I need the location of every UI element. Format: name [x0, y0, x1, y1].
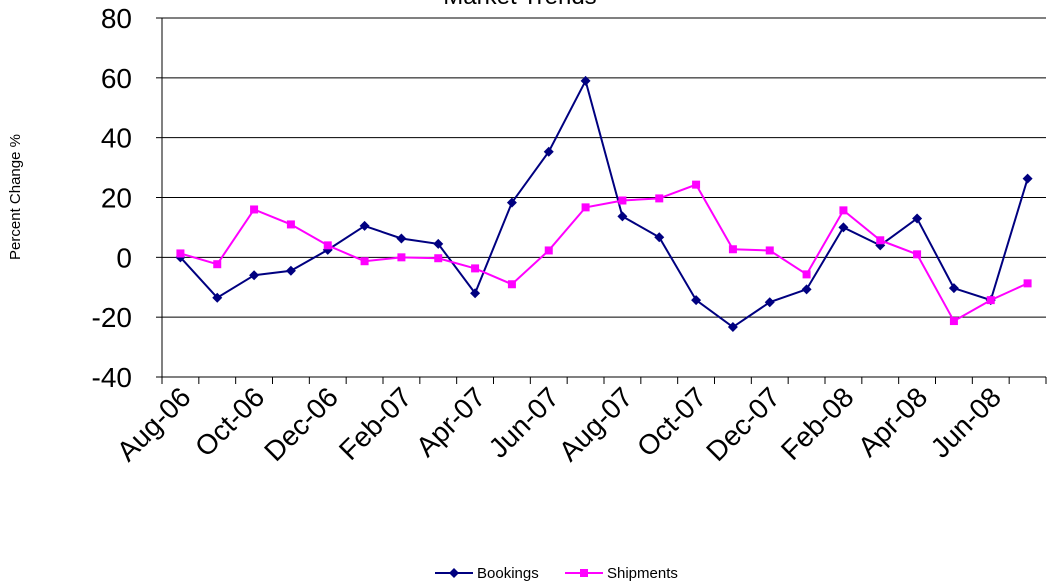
- point: [1022, 173, 1033, 184]
- point: [876, 236, 885, 245]
- chart-title: Market Trends: [443, 0, 596, 10]
- point: [212, 292, 223, 303]
- y-tick-label: 60: [101, 63, 132, 94]
- point: [471, 264, 480, 273]
- point: [285, 265, 296, 276]
- x-tick-label: Aug-06: [111, 381, 197, 467]
- y-tick-label: 0: [116, 242, 132, 273]
- point: [470, 288, 481, 299]
- point: [948, 283, 959, 294]
- x-tick-label: Apr-08: [852, 381, 933, 462]
- point: [986, 296, 995, 305]
- point: [654, 232, 665, 243]
- y-tick-label: 80: [101, 3, 132, 34]
- x-tick-label: Oct-07: [631, 381, 712, 462]
- point: [581, 203, 590, 212]
- point: [213, 260, 222, 269]
- y-tick-label: 20: [101, 183, 132, 214]
- point: [507, 280, 516, 289]
- point: [249, 270, 260, 281]
- y-tick-label: 40: [101, 123, 132, 154]
- legend-marker: [449, 568, 459, 578]
- point: [692, 180, 701, 189]
- y-axis-label: Percent Change %: [7, 134, 24, 260]
- point: [765, 246, 774, 255]
- x-tick-label: Dec-07: [700, 381, 786, 467]
- legend-label: Shipments: [607, 565, 678, 582]
- point: [617, 211, 628, 222]
- x-tick-label: Feb-08: [775, 381, 860, 466]
- point: [580, 75, 591, 86]
- point: [912, 213, 923, 224]
- y-tick-label: -40: [92, 362, 132, 393]
- x-tick-label: Oct-06: [189, 381, 270, 462]
- series-line: [180, 183, 1028, 323]
- legend-item: Bookings: [435, 565, 539, 582]
- point: [913, 250, 922, 259]
- x-tick-label: Jun-07: [483, 381, 565, 463]
- x-tick-label: Dec-06: [258, 381, 344, 467]
- x-tick-label: Aug-07: [553, 381, 639, 467]
- point: [360, 257, 369, 266]
- point: [802, 270, 811, 279]
- point: [544, 246, 553, 255]
- point: [433, 238, 444, 249]
- x-tick-label: Jun-08: [925, 381, 1007, 463]
- legend-marker: [580, 569, 588, 577]
- point: [618, 196, 627, 205]
- y-tick-label: -20: [92, 302, 132, 333]
- point: [286, 220, 295, 229]
- point: [506, 197, 517, 208]
- x-tick-label: Feb-07: [333, 381, 418, 466]
- point: [176, 249, 185, 258]
- point: [691, 295, 702, 306]
- point: [250, 205, 259, 214]
- series-line: [179, 78, 1029, 329]
- point: [801, 284, 812, 295]
- point: [764, 297, 775, 308]
- point: [727, 322, 738, 333]
- point: [655, 194, 664, 203]
- x-tick-label: Apr-07: [410, 381, 491, 462]
- point: [434, 254, 443, 263]
- point: [1023, 279, 1032, 288]
- point: [839, 206, 848, 215]
- point: [838, 222, 849, 233]
- series: [176, 180, 1032, 326]
- point: [543, 146, 554, 157]
- legend-item: Shipments: [565, 565, 678, 582]
- point: [323, 241, 332, 250]
- legend-label: Bookings: [477, 565, 539, 582]
- point: [397, 253, 406, 262]
- point: [949, 317, 958, 326]
- point: [359, 220, 370, 231]
- point: [396, 233, 407, 244]
- point: [728, 245, 737, 254]
